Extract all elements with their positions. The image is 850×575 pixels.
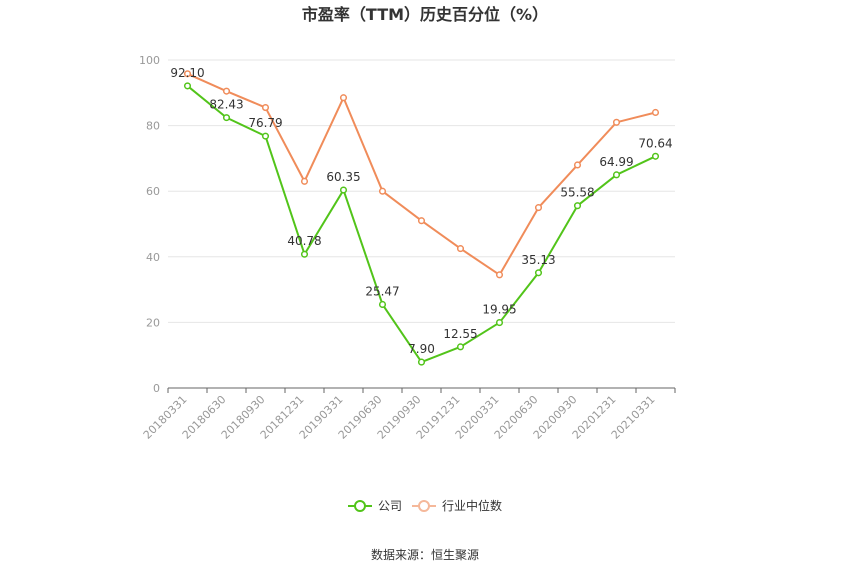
data-point (456, 245, 465, 253)
data-label: 25.47 (365, 284, 399, 298)
data-labels: 92.10 82.43 76.79 40.78 60.35 25.47 7.90 12.55 1… (170, 66, 672, 356)
data-point (651, 108, 660, 117)
source-note: 数据来源：恒生聚源 (371, 547, 479, 562)
legend[interactable]: 公司 行业中位数 (348, 498, 502, 513)
data-point (534, 269, 543, 277)
y-tick-label: 80 (146, 120, 160, 133)
series-line-1 (187, 72, 656, 276)
y-tick-label: 20 (146, 316, 160, 329)
data-point (495, 319, 504, 327)
series-group (183, 70, 660, 366)
legend-item-industry[interactable]: 行业中位数 (412, 498, 502, 513)
data-point (651, 152, 660, 160)
data-label: 55.58 (560, 186, 594, 200)
legend-marker-icon (418, 500, 430, 512)
data-label: 92.10 (170, 66, 204, 80)
data-point (339, 186, 348, 194)
data-label: 40.78 (287, 234, 321, 248)
data-point (573, 161, 582, 169)
data-label: 60.35 (326, 170, 360, 184)
data-point (183, 82, 192, 90)
y-tick-label: 0 (153, 382, 160, 395)
data-label: 35.13 (521, 253, 555, 267)
data-point (612, 118, 621, 126)
data-point (456, 343, 465, 351)
data-point (534, 204, 543, 212)
data-point (261, 104, 270, 112)
data-point (612, 171, 621, 179)
data-point (183, 70, 192, 78)
data-point (417, 358, 426, 366)
chart-title: 市盈率（TTM）历史百分位（%） (302, 5, 548, 24)
data-point (222, 87, 231, 95)
data-label: 19.95 (482, 303, 516, 317)
y-tick-label: 60 (146, 185, 160, 198)
data-point (495, 271, 504, 279)
data-point (300, 250, 309, 258)
x-axis: 2018033120180630201809302018123120190331… (141, 387, 676, 442)
legend-item-company[interactable]: 公司 (348, 499, 402, 513)
data-label: 12.55 (443, 327, 477, 341)
legend-label-industry: 行业中位数 (442, 498, 502, 513)
data-label: 70.64 (638, 136, 672, 150)
data-label: 64.99 (599, 155, 633, 169)
data-point (300, 177, 309, 185)
grid-lines (168, 59, 675, 323)
legend-marker-icon (354, 500, 366, 512)
legend-label-company: 公司 (378, 499, 402, 513)
data-point (417, 217, 426, 225)
y-tick-label: 40 (146, 251, 160, 264)
data-label: 7.90 (408, 342, 435, 356)
y-axis: 0 20 40 60 80 100 (139, 54, 160, 395)
data-point (222, 114, 231, 122)
y-tick-label: 100 (139, 54, 160, 67)
data-point (261, 132, 270, 140)
data-point (339, 94, 348, 102)
data-label: 76.79 (248, 116, 282, 130)
data-point (573, 202, 582, 210)
data-point (378, 300, 387, 309)
data-label: 82.43 (209, 98, 243, 112)
data-point (378, 187, 387, 195)
